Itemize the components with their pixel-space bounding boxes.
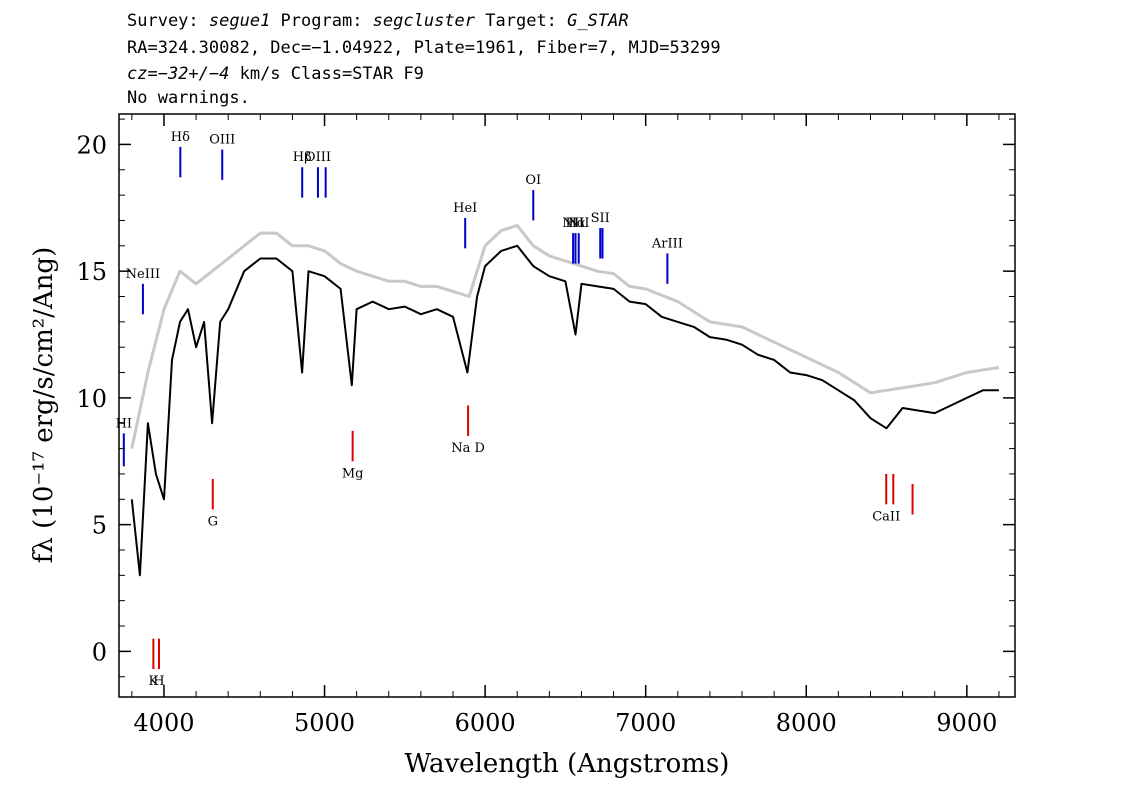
program-value: segcluster	[372, 11, 476, 31]
flux-line	[130, 244, 999, 577]
target-value: G_STAR	[567, 11, 629, 31]
emission-line-label: OIII	[305, 150, 331, 165]
emission-line-label: Hα	[565, 216, 585, 231]
absorption-line-label: H	[153, 674, 164, 689]
survey-value: segue1	[208, 11, 271, 31]
absorption-line-label: Na D	[451, 441, 485, 456]
emission-line-label: ArIII	[651, 236, 683, 251]
y-tick-label: 20	[76, 131, 107, 159]
header-line-redshift: cz=−32+/−4 km/s Class=STAR F9	[127, 64, 424, 84]
error-series	[130, 224, 1000, 449]
survey-label: Survey:	[127, 11, 209, 31]
program-label: Program:	[270, 11, 373, 31]
emission-line-label: HeI	[453, 201, 477, 216]
emission-line-label: HI	[116, 416, 132, 431]
emission-line-label: NII	[568, 216, 590, 231]
absorption-line-label: Mg	[342, 466, 364, 481]
x-tick-label: 9000	[936, 709, 997, 737]
y-tick-label: 15	[76, 258, 107, 286]
emission-line-label: NII	[562, 216, 584, 231]
x-tick-label: 4000	[133, 709, 194, 737]
target-label: Target:	[475, 11, 568, 31]
y-tick-label: 5	[92, 512, 107, 540]
emission-line-label: OI	[525, 173, 541, 188]
emission-line-label: SII	[591, 211, 610, 226]
y-axis-title: fλ (10⁻¹⁷ erg/s/cm²/Ang)	[29, 247, 59, 563]
x-axis-title: Wavelength (Angstroms)	[405, 749, 730, 779]
emission-line-label: NeIII	[126, 267, 160, 282]
error-line	[130, 224, 1000, 449]
class-value: km/s Class=STAR F9	[229, 64, 424, 84]
axis-ticks: 4000 5000 6000 7000 8000 9000 0 5 10 15 20	[76, 114, 1015, 737]
absorption-line-label: CaII	[872, 509, 900, 524]
x-tick-label: 5000	[294, 709, 355, 737]
y-tick-label: 10	[76, 385, 107, 413]
absorption-line-label: G	[208, 514, 218, 529]
emission-line-label: OIII	[209, 132, 235, 147]
x-tick-label: 7000	[615, 709, 676, 737]
header-line-survey: Survey: segue1 Program: segcluster Targe…	[127, 11, 629, 31]
flux-series	[130, 244, 999, 577]
redshift-value: cz=−32+/−4	[127, 64, 230, 84]
x-tick-label: 6000	[455, 709, 516, 737]
y-tick-label: 0	[92, 638, 107, 666]
emission-line-label: Hβ	[293, 150, 312, 165]
header-line-coordinates: RA=324.30082, Dec=−1.04922, Plate=1961, …	[127, 38, 721, 58]
plot-frame	[118, 113, 1016, 698]
absorption-line-label: K	[149, 674, 159, 689]
emission-line-label: Hδ	[171, 130, 190, 145]
x-tick-label: 8000	[776, 709, 837, 737]
header-line-warnings: No warnings.	[127, 88, 250, 108]
